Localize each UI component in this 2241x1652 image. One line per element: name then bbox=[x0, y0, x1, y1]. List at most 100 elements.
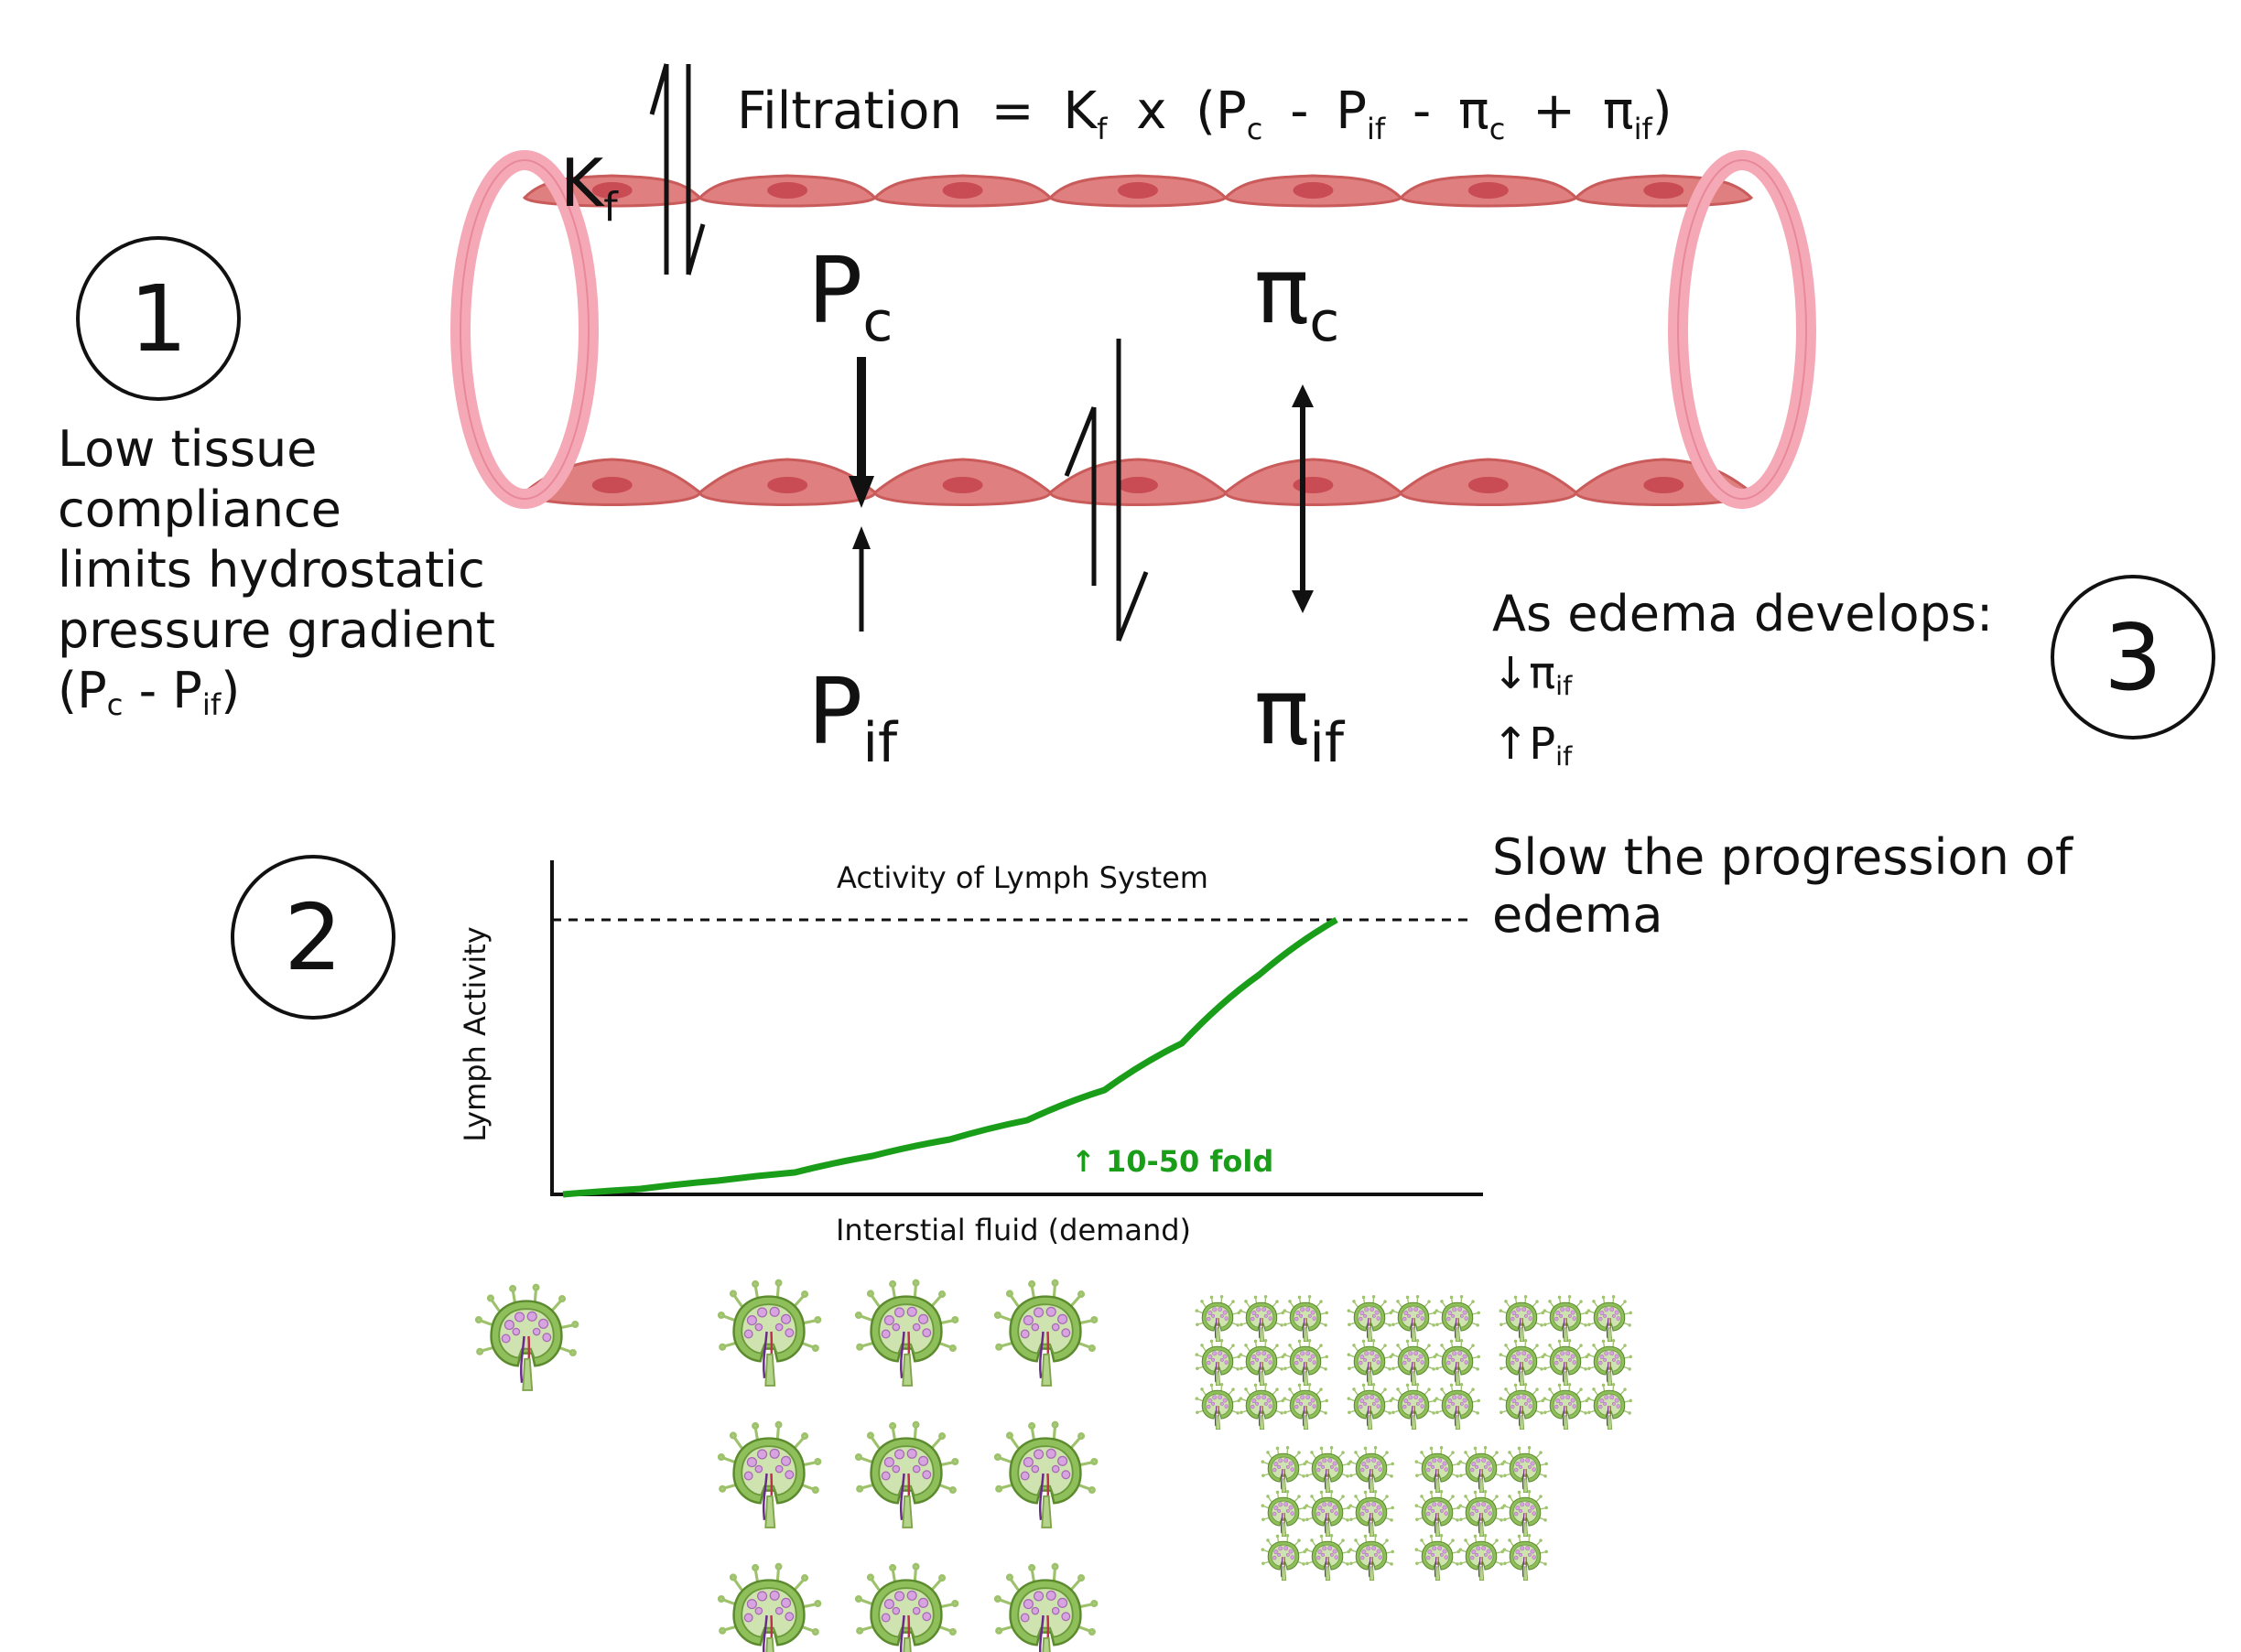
lymph-node-small bbox=[1283, 1383, 1328, 1431]
piif-label: πif bbox=[1254, 658, 1346, 775]
step-1-line-4: pressure gradient bbox=[58, 601, 495, 659]
vessel-bottom-wall bbox=[523, 458, 1753, 506]
step-3-circle: 3 bbox=[2051, 575, 2215, 740]
lymph-node-small bbox=[1502, 1490, 1548, 1538]
lymph-node-small bbox=[1499, 1383, 1544, 1431]
chart-y-label: Lymph Activity bbox=[458, 926, 493, 1141]
lymph-node-small bbox=[1347, 1295, 1392, 1343]
cell-nucleus bbox=[591, 182, 633, 199]
cell-nucleus bbox=[1293, 477, 1334, 493]
lymph-node-small bbox=[1502, 1446, 1548, 1494]
lymph-node-small bbox=[1414, 1446, 1460, 1494]
lymph-node-small bbox=[1434, 1339, 1480, 1387]
capillary-vessel bbox=[450, 150, 1816, 509]
lymph-node-small bbox=[1458, 1490, 1504, 1538]
step-1-line-2: compliance bbox=[58, 480, 341, 538]
lymph-node-small bbox=[1499, 1295, 1544, 1343]
lymph-node-small bbox=[1305, 1446, 1350, 1494]
lymph-node-small bbox=[1305, 1534, 1350, 1582]
lymph-node-small bbox=[1458, 1534, 1504, 1582]
step-3-line-1: ↓πif bbox=[1492, 648, 1573, 702]
lymph-node-small bbox=[1586, 1295, 1632, 1343]
lymph-node-large bbox=[993, 1279, 1099, 1387]
cell-nucleus bbox=[1467, 477, 1509, 493]
lymph-node-small bbox=[1348, 1534, 1394, 1582]
lymph-node-small bbox=[1348, 1490, 1394, 1538]
lymph-node-small bbox=[1434, 1295, 1480, 1343]
lymph-node-large bbox=[717, 1562, 822, 1652]
lymph-node-small bbox=[1239, 1295, 1284, 1343]
lymph-node-small bbox=[1261, 1534, 1306, 1582]
lymph-node-large bbox=[993, 1420, 1099, 1529]
cell-nucleus bbox=[1118, 182, 1158, 199]
lymph-node-large bbox=[717, 1279, 822, 1387]
step-3-line-2: ↑Pif bbox=[1492, 718, 1573, 772]
step-2-circle: 2 bbox=[231, 855, 395, 1020]
chart-title: Activity of Lymph System bbox=[837, 860, 1208, 895]
cell-nucleus bbox=[591, 477, 633, 493]
pic-label: πc bbox=[1254, 237, 1339, 354]
cell-nucleus bbox=[942, 182, 983, 199]
cell-nucleus bbox=[1643, 182, 1684, 199]
center-equilibrium-arrows bbox=[1064, 339, 1149, 642]
lymph-node-large bbox=[854, 1279, 959, 1387]
lymph-node-small bbox=[1347, 1383, 1392, 1431]
lymph-node-small bbox=[1261, 1446, 1306, 1494]
lymph-node-small bbox=[1499, 1339, 1544, 1387]
pif-label: Pif bbox=[807, 658, 899, 775]
vessel-left-ring-inner bbox=[460, 159, 590, 500]
lymph-node-small bbox=[1195, 1295, 1240, 1343]
chart-annotation: ↑ 10-50 fold bbox=[1071, 1144, 1273, 1179]
step-1-line-3: limits hydrostatic bbox=[58, 541, 485, 599]
cell-nucleus bbox=[767, 182, 808, 199]
lymph-node-small bbox=[1543, 1383, 1588, 1431]
lymph-nodes-group bbox=[474, 1279, 1632, 1652]
lymph-node-small bbox=[1261, 1490, 1306, 1538]
pif-arrow bbox=[852, 526, 871, 632]
lymph-node-small bbox=[1502, 1534, 1548, 1582]
lymph-node-small bbox=[1543, 1295, 1588, 1343]
lymph-node-small bbox=[1391, 1339, 1436, 1387]
lymph-node-small bbox=[1283, 1295, 1328, 1343]
kf-equilibrium-arrows bbox=[649, 63, 706, 275]
lymph-node-small bbox=[1586, 1339, 1632, 1387]
step-1-text: Low tissue compliance limits hydrostatic… bbox=[58, 419, 495, 735]
lymph-node-small bbox=[1391, 1383, 1436, 1431]
chart-x-label: Interstial fluid (demand) bbox=[836, 1213, 1191, 1247]
lymph-node-small bbox=[1543, 1339, 1588, 1387]
lymph-node-large bbox=[717, 1420, 822, 1529]
series-line-lymph-activity bbox=[562, 916, 1338, 1198]
lymph-node-small bbox=[1239, 1383, 1284, 1431]
cell-nucleus bbox=[1643, 477, 1684, 493]
cell-nucleus bbox=[942, 477, 983, 493]
lymph-node-small bbox=[1305, 1490, 1350, 1538]
cell-nucleus bbox=[1467, 182, 1509, 199]
pc-arrow bbox=[849, 357, 874, 508]
cell-nucleus bbox=[1118, 477, 1158, 493]
step-3-text: As edema develops: ↓πif ↑Pif bbox=[1492, 584, 1993, 785]
lymph-node-small bbox=[1414, 1490, 1460, 1538]
lymph-node-large bbox=[854, 1420, 959, 1529]
lymph-node-small bbox=[1347, 1339, 1392, 1387]
lymph-node-small bbox=[1391, 1295, 1436, 1343]
cell-nucleus bbox=[1293, 182, 1334, 199]
lymph-node-large bbox=[854, 1562, 959, 1652]
kf-label: Kf bbox=[560, 145, 619, 231]
lymph-node-small bbox=[1195, 1339, 1240, 1387]
cell-nucleus bbox=[767, 477, 808, 493]
lymph-node-small bbox=[1586, 1383, 1632, 1431]
step-3-heading: As edema develops: bbox=[1492, 585, 1994, 642]
vessel-right-ring-inner bbox=[1677, 159, 1807, 500]
lymph-node-small bbox=[1458, 1446, 1504, 1494]
step-1-line-1: Low tissue bbox=[58, 420, 318, 478]
lymph-node-small bbox=[1195, 1383, 1240, 1431]
lymph-node-large bbox=[993, 1562, 1099, 1652]
vessel-top-wall bbox=[522, 174, 1754, 208]
filtration-equation: Filtration = Kf x (Pc - Pif - πc + πif) bbox=[737, 81, 1673, 152]
lymph-activity-chart: Activity of Lymph System Interstial flui… bbox=[458, 860, 1483, 1247]
lymph-node-small bbox=[1434, 1383, 1480, 1431]
step-1-line-5: (Pc - Pif) bbox=[58, 662, 241, 723]
lymph-node-small bbox=[1348, 1446, 1394, 1494]
lymph-node-small bbox=[1283, 1339, 1328, 1387]
